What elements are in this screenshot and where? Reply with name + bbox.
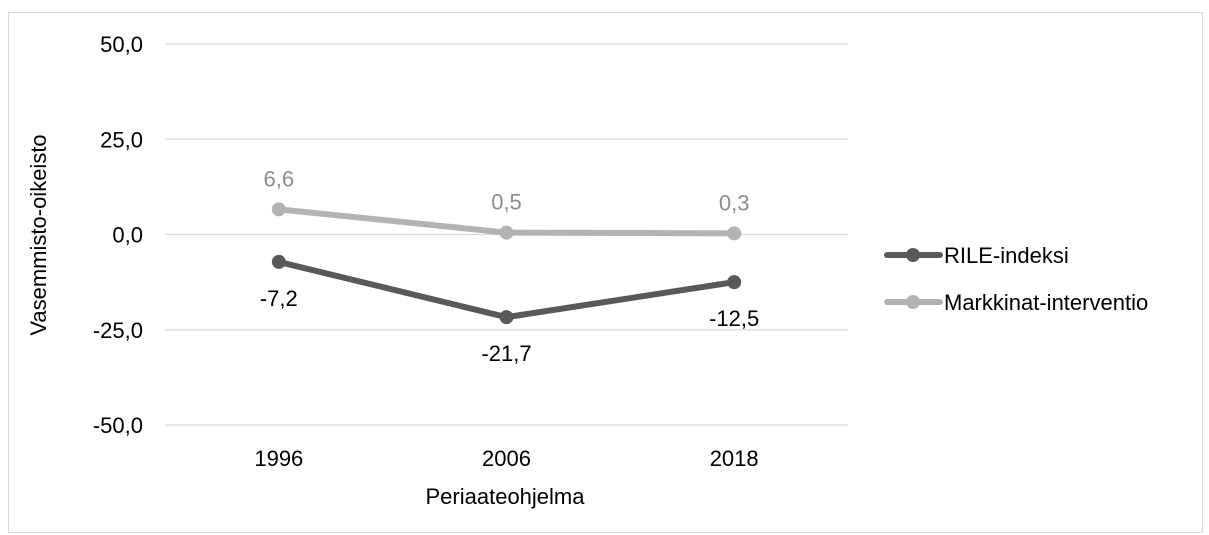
series-line	[275, 258, 738, 321]
y-tick-label: 25,0	[100, 127, 143, 152]
data-labels: 6,6 0,5 0,3 -7,2 -21,7 -12,5	[260, 166, 759, 366]
data-label: 0,5	[491, 190, 522, 215]
y-tick-label: -25,0	[93, 318, 143, 343]
legend-marker	[906, 248, 920, 262]
legend-label: Markkinat-interventio	[944, 290, 1148, 315]
y-tick-label: -50,0	[93, 413, 143, 438]
data-point	[271, 202, 286, 217]
y-axis-tick-labels: -50,0 -25,0 0,0 25,0 50,0	[93, 32, 143, 438]
chart-area	[8, 12, 1203, 533]
data-label: 6,6	[264, 166, 295, 191]
legend: RILE-indeksi Markkinat-interventio	[884, 243, 1148, 315]
data-label: -7,2	[260, 286, 298, 311]
data-label: -21,7	[481, 341, 531, 366]
data-label: -12,5	[709, 306, 759, 331]
data-point	[499, 310, 514, 325]
x-axis-title: Periaateohjelma	[426, 484, 586, 509]
series-lines	[271, 202, 742, 325]
data-point	[727, 275, 742, 290]
legend-marker	[906, 295, 920, 309]
x-tick-label: 2018	[710, 446, 759, 471]
x-tick-label: 2006	[482, 446, 531, 471]
data-point	[499, 225, 514, 240]
y-tick-label: 0,0	[112, 223, 143, 248]
gridlines	[165, 43, 848, 426]
data-label: 0,3	[719, 190, 750, 215]
x-tick-label: 1996	[254, 446, 303, 471]
data-point	[271, 254, 286, 269]
legend-label: RILE-indeksi	[944, 243, 1069, 268]
x-axis-tick-labels: 1996 2006 2018	[254, 446, 758, 471]
y-tick-label: 50,0	[100, 32, 143, 57]
data-point	[727, 226, 742, 241]
y-axis-title: Vasemmisto-oikeisto	[26, 134, 51, 335]
